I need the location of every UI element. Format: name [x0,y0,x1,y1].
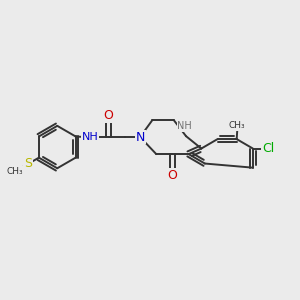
Text: CH₃: CH₃ [229,121,246,130]
Text: CH₃: CH₃ [7,167,23,176]
Text: NH: NH [178,122,192,131]
Text: NH: NH [82,132,99,142]
Text: S: S [24,157,32,170]
Text: O: O [104,109,113,122]
Text: Cl: Cl [262,142,274,155]
Text: N: N [135,130,145,143]
Text: O: O [167,169,177,182]
